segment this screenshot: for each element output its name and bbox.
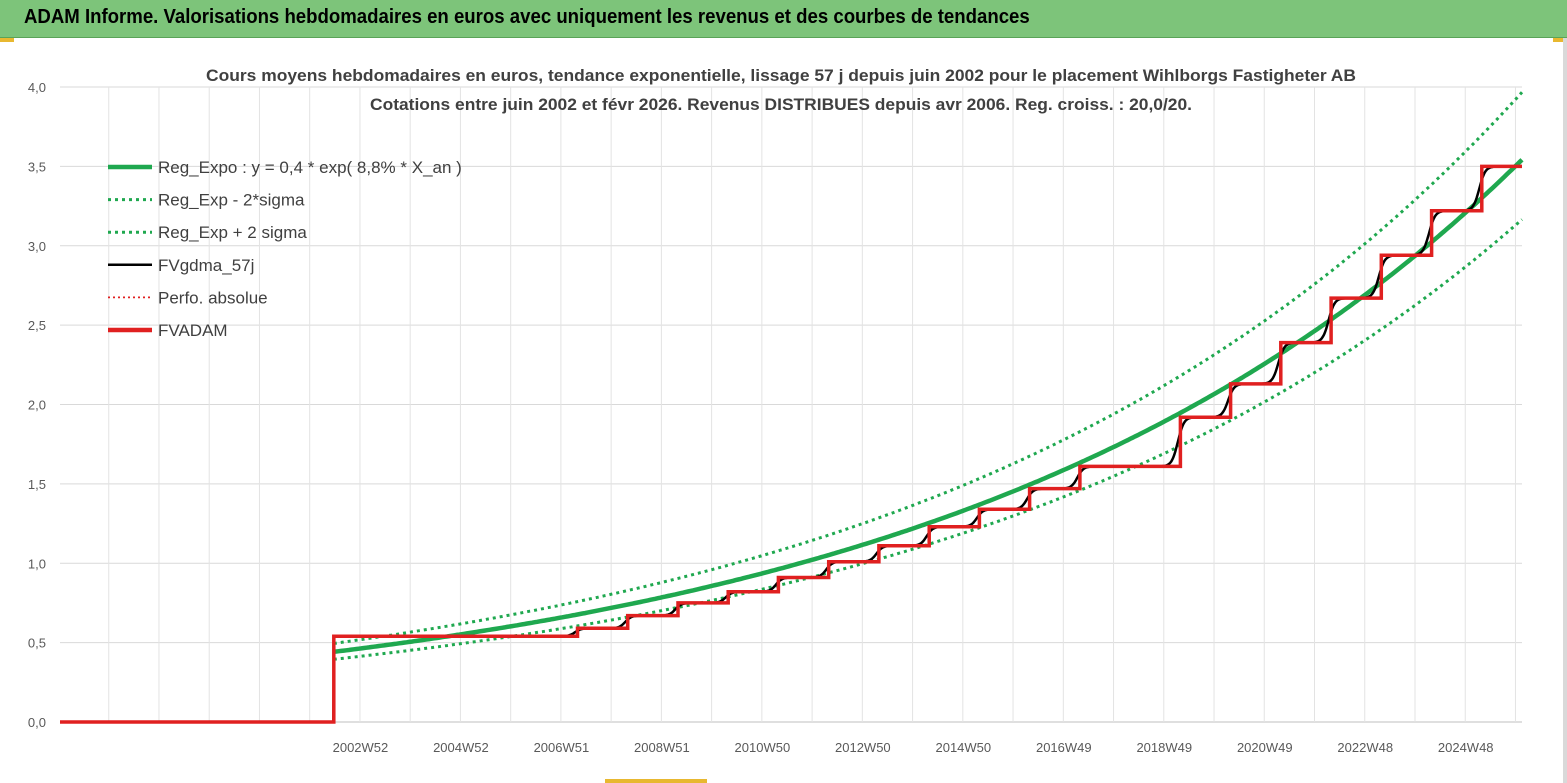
series-line-4 <box>60 165 1522 723</box>
legend: Reg_Expo : y = 0,4 * exp( 8,8% * X_an ) R… <box>108 158 462 340</box>
x-tick-label: 2018W49 <box>1136 740 1192 755</box>
legend-label-3: FVgdma_57j <box>158 256 254 275</box>
frame-corner-right <box>1563 38 1567 783</box>
chart-area: 0,0 0,5 1,0 1,5 2,0 2,5 3,0 3,5 4,0 2002W52 2004W… <box>28 66 1524 755</box>
x-tick-label: 2008W51 <box>634 740 690 755</box>
frame-corner-top-right <box>1553 38 1567 42</box>
y-tick-label: 2,0 <box>28 398 46 413</box>
x-tick-label: 2002W52 <box>333 740 389 755</box>
legend-label-5: FVADAM <box>158 321 228 340</box>
series-line-0 <box>333 158 1524 655</box>
y-tick-label: 3,0 <box>28 239 46 254</box>
report-banner: ADAM Informe. Valorisations hebdomadaire… <box>0 0 1567 38</box>
y-tick-label: 3,5 <box>28 159 46 174</box>
y-tick-label: 0,0 <box>28 715 46 730</box>
chart-title-line-1: Cours moyens hebdomadaires en euros, ten… <box>206 66 1356 85</box>
x-tick-label: 2022W48 <box>1337 740 1393 755</box>
y-tick-label: 1,5 <box>28 477 46 492</box>
series-line-2 <box>333 91 1524 645</box>
x-tick-label: 2012W50 <box>835 740 891 755</box>
y-axis-ticks: 0,0 0,5 1,0 1,5 2,0 2,5 3,0 3,5 4,0 <box>28 80 46 730</box>
x-tick-label: 2024W48 <box>1438 740 1494 755</box>
x-tick-label: 2010W50 <box>735 740 791 755</box>
frame-corner-top-left <box>0 38 14 42</box>
y-tick-label: 2,5 <box>28 318 46 333</box>
x-tick-label: 2016W49 <box>1036 740 1092 755</box>
series-line-3 <box>60 165 1522 724</box>
series-line-1 <box>333 218 1523 661</box>
x-tick-label: 2020W49 <box>1237 740 1293 755</box>
y-tick-label: 1,0 <box>28 556 46 571</box>
legend-label-0: Reg_Expo : y = 0,4 * exp( 8,8% * X_an ) <box>158 158 462 177</box>
legend-label-1: Reg_Exp - 2*sigma <box>158 191 305 210</box>
series-layer <box>60 91 1524 724</box>
y-tick-label: 0,5 <box>28 636 46 651</box>
gridlines <box>60 86 1522 723</box>
x-tick-label: 2014W50 <box>935 740 991 755</box>
report-title: ADAM Informe. Valorisations hebdomadaire… <box>24 6 1030 28</box>
series-line-5 <box>60 164 1522 724</box>
legend-label-4: Perfo. absolue <box>158 288 268 307</box>
y-tick-label: 4,0 <box>28 80 46 95</box>
x-tick-label: 2006W51 <box>534 740 590 755</box>
legend-label-2: Reg_Exp + 2 sigma <box>158 223 307 242</box>
x-tick-label: 2004W52 <box>433 740 489 755</box>
x-axis-ticks: 2002W52 2004W52 2006W51 2008W51 2010W50 2012W… <box>333 740 1494 755</box>
frame-corner-bottom-mid <box>605 779 707 783</box>
chart-title-line-2: Cotations entre juin 2002 et févr 2026. … <box>370 95 1192 114</box>
